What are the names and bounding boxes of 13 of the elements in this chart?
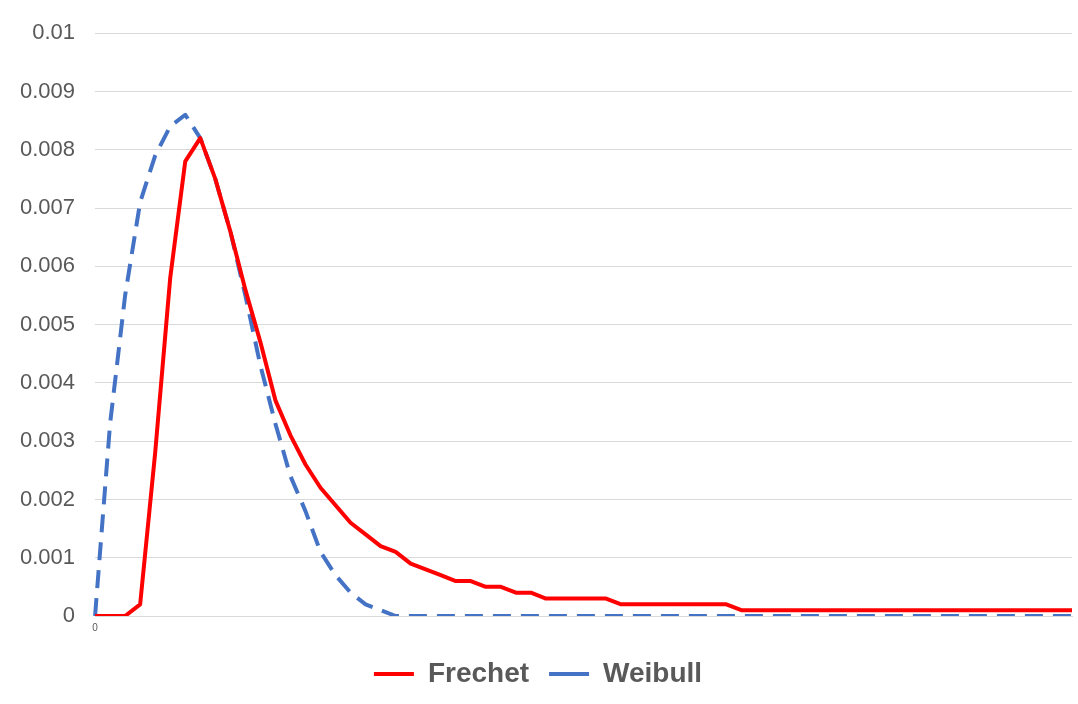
y-tick-label: 0.002 [19,485,76,511]
y-tick-label: 0.004 [19,368,76,394]
legend-label: Weibull [603,656,703,688]
y-tick-label: 0.008 [19,135,76,161]
y-tick-label: 0.009 [19,77,76,103]
y-tick-label: 0.005 [19,310,76,336]
y-tick-label: 0 [62,602,76,628]
legend-label: Frechet [427,656,530,688]
y-tick-label: 0.003 [19,427,76,453]
y-tick-label: 0.01 [32,19,76,45]
y-tick-label: 0.006 [19,252,76,278]
y-tick-label: 0.007 [19,194,76,220]
y-tick-label: 0.001 [19,543,76,569]
